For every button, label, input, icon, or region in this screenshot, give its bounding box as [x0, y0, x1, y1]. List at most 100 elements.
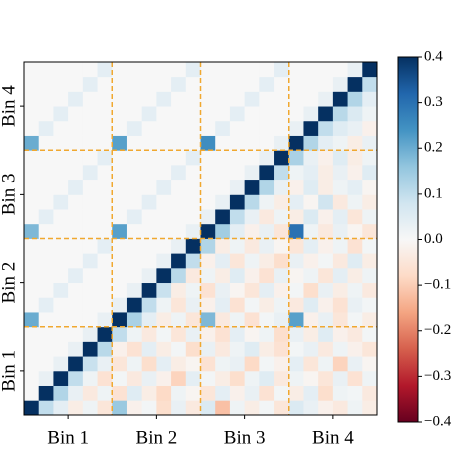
heatmap-cell — [126, 76, 143, 92]
heatmap-cell — [347, 135, 363, 151]
heatmap-cell — [24, 209, 40, 225]
heatmap-cell — [259, 120, 275, 136]
heatmap-cell — [303, 91, 319, 107]
heatmap-cell — [126, 194, 143, 210]
heatmap-cell — [38, 400, 54, 416]
heatmap-cell — [68, 135, 84, 151]
heatmap-cell — [38, 297, 54, 313]
heatmap-cell — [244, 267, 260, 284]
heatmap-cell — [362, 238, 378, 254]
heatmap-cell — [185, 356, 201, 372]
heatmap-cell — [97, 312, 113, 328]
heatmap-cell — [274, 91, 290, 107]
heatmap-cell — [53, 267, 69, 284]
heatmap-cell — [185, 312, 201, 328]
heatmap-cell — [303, 223, 319, 239]
heatmap-cell — [171, 76, 187, 92]
heatmap-cell — [318, 326, 334, 342]
heatmap-cell — [362, 164, 378, 181]
heatmap-cell — [126, 297, 143, 313]
heatmap-cell — [259, 164, 275, 181]
heatmap-cell — [24, 223, 40, 239]
heatmap-cell — [244, 209, 260, 225]
heatmap-cell — [318, 341, 334, 357]
y-tick-label: Bin 2 — [0, 262, 19, 304]
heatmap-cell — [171, 297, 187, 313]
heatmap-cell — [156, 106, 172, 122]
heatmap-cell — [347, 400, 363, 416]
heatmap-cell — [126, 326, 143, 342]
heatmap-cell — [53, 91, 69, 107]
heatmap-cell — [215, 150, 231, 166]
heatmap-cell — [141, 194, 157, 210]
heatmap-cell — [53, 370, 69, 386]
heatmap-cell — [171, 385, 187, 401]
heatmap-cell — [332, 76, 348, 92]
heatmap-cell — [97, 150, 113, 166]
heatmap-cell — [244, 297, 260, 313]
heatmap-cell — [229, 150, 246, 166]
heatmap-cell — [126, 238, 143, 254]
heatmap-cell — [68, 76, 84, 92]
heatmap-cell — [82, 209, 98, 225]
heatmap-cell — [200, 223, 216, 239]
heatmap-cell — [274, 312, 290, 328]
heatmap-cell — [82, 297, 98, 313]
colorbar-tick-label: −0.3 — [424, 368, 451, 384]
heatmap-cell — [171, 209, 187, 225]
heatmap-cell — [171, 356, 187, 372]
heatmap-cell — [97, 297, 113, 313]
heatmap-cell — [53, 282, 69, 298]
heatmap-cell — [244, 282, 260, 298]
heatmap-cell — [171, 282, 187, 298]
heatmap-cell — [97, 400, 113, 416]
heatmap-cell — [38, 312, 54, 328]
heatmap-cell — [200, 194, 216, 210]
heatmap-cell — [82, 356, 98, 372]
heatmap-cell — [53, 385, 69, 401]
heatmap-cell — [156, 120, 172, 136]
heatmap-cell — [53, 326, 69, 342]
heatmap-cell — [229, 238, 246, 254]
heatmap-cell — [259, 238, 275, 254]
heatmap-cell — [362, 267, 378, 284]
heatmap-cell — [244, 106, 260, 122]
heatmap-cell — [274, 267, 290, 284]
heatmap-cell — [274, 356, 290, 372]
heatmap-cell — [259, 179, 275, 195]
heatmap-cell — [200, 150, 216, 166]
heatmap-cell — [68, 385, 84, 401]
heatmap-cell — [38, 223, 54, 239]
heatmap-cell — [303, 194, 319, 210]
heatmap-cell — [112, 400, 128, 416]
heatmap-cell — [38, 341, 54, 357]
heatmap-cell — [97, 282, 113, 298]
heatmap-cell — [288, 179, 304, 195]
heatmap-cell — [259, 209, 275, 225]
heatmap-cell — [347, 267, 363, 284]
heatmap-cell — [112, 370, 128, 386]
heatmap-cell — [318, 356, 334, 372]
heatmap-cell — [82, 312, 98, 328]
heatmap-cell — [215, 400, 231, 416]
heatmap-cell — [126, 120, 143, 136]
heatmap-cell — [200, 91, 216, 107]
heatmap-cell — [244, 326, 260, 342]
heatmap-cell — [126, 370, 143, 386]
heatmap-cell — [215, 297, 231, 313]
heatmap-cell — [318, 385, 334, 401]
heatmap-cell — [347, 120, 363, 136]
heatmap-cell — [82, 179, 98, 195]
heatmap-cell — [215, 326, 231, 342]
heatmap-cell — [53, 150, 69, 166]
heatmap-cell — [185, 179, 201, 195]
heatmap-cell — [24, 282, 40, 298]
heatmap-cell — [347, 312, 363, 328]
heatmap-cell — [259, 253, 275, 269]
heatmap-cell — [82, 62, 98, 78]
heatmap-cell — [82, 253, 98, 269]
heatmap-cell — [126, 282, 143, 298]
heatmap-cell — [259, 282, 275, 298]
heatmap-cell — [303, 267, 319, 284]
heatmap-cell — [215, 238, 231, 254]
